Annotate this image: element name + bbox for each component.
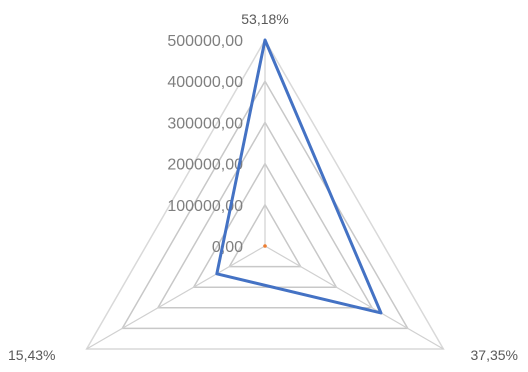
- radar-spoke: [264, 245, 444, 350]
- radial-tick-label: 0,00: [212, 239, 243, 256]
- category-label: 37,35%: [471, 347, 518, 363]
- series-point: [380, 312, 382, 314]
- series-point: [264, 39, 266, 41]
- grid-ring: [192, 162, 338, 288]
- radial-tick-label: 400000,00: [167, 74, 243, 91]
- series-point: [216, 273, 218, 275]
- series-line: [215, 38, 383, 315]
- grid-ring: [228, 203, 302, 268]
- radial-tick-label: 300000,00: [167, 115, 243, 132]
- series-point: [263, 244, 267, 248]
- radar-spoke: [86, 245, 266, 350]
- radial-tick-label: 100000,00: [167, 198, 243, 215]
- grid-ring: [85, 38, 445, 350]
- radar-axes: [86, 40, 444, 350]
- radial-tick-label: 500000,00: [167, 33, 243, 50]
- radial-tick-labels: 0,00 100000,00 200000,00 300000,00 400000,00…: [167, 33, 243, 256]
- category-labels: 53,18% 37,35% 15,43%: [8, 11, 518, 363]
- series-layer: [215, 38, 383, 315]
- category-label: 53,18%: [241, 11, 288, 27]
- radial-tick-label: 200000,00: [167, 157, 243, 174]
- grid-ring: [156, 120, 374, 309]
- category-label: 15,43%: [8, 347, 55, 363]
